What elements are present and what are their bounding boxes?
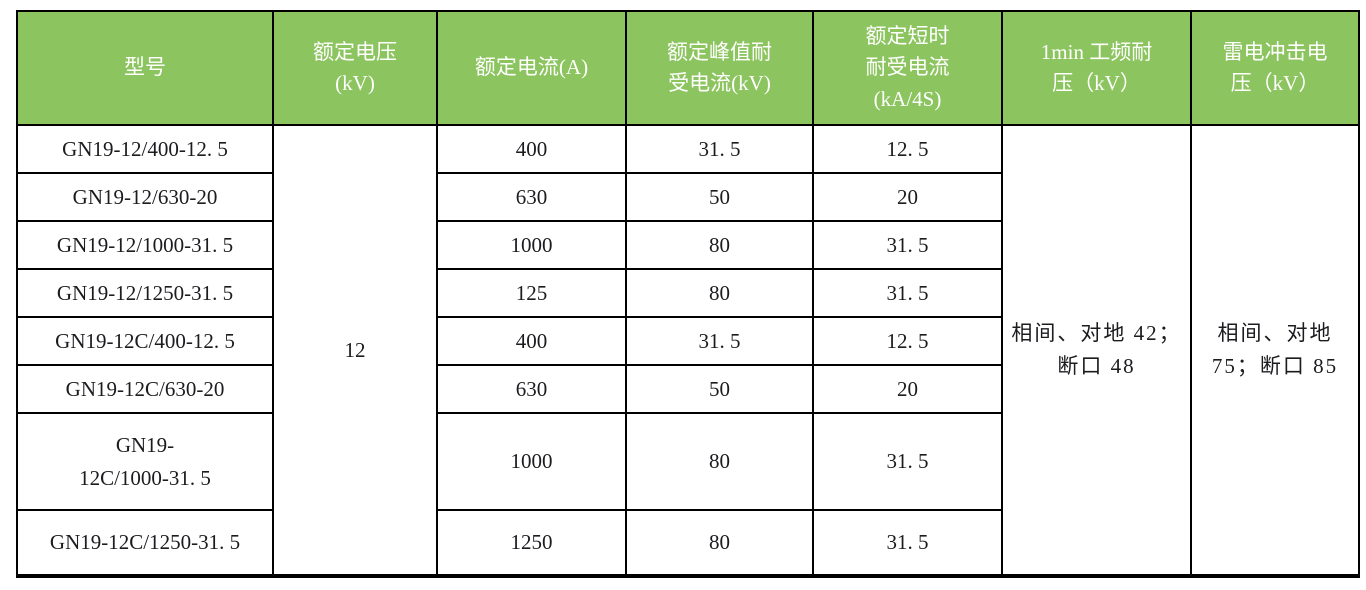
table-row: GN19-12/1250-31. 5 125 80 31. 5 (16, 268, 1359, 318)
header-rated-voltage: 额定电压 (kV) (272, 10, 438, 126)
model-cell: GN19- 12C/1000-31. 5 (16, 412, 274, 511)
model-cell: GN19-12/1000-31. 5 (16, 220, 274, 270)
current-cell: 630 (436, 364, 627, 414)
short-cell: 20 (812, 364, 1003, 414)
peak-cell: 50 (625, 172, 814, 222)
peak-cell: 50 (625, 364, 814, 414)
peak-cell: 80 (625, 220, 814, 270)
peak-cell: 80 (625, 412, 814, 511)
table-row: GN19-12/400-12. 5 12 400 31. 5 12. 5 相间、… (16, 124, 1360, 577)
power-freq-merged-cell: 相间、对地 42；断口 48 (1001, 124, 1192, 577)
header-peak-withstand: 额定峰值耐 受电流(kV) (625, 10, 814, 126)
current-cell: 400 (436, 124, 627, 174)
header-power-freq: 1min 工频耐 压（kV） (1001, 10, 1192, 126)
table-row: GN19-12C/1250-31. 5 1250 80 31. 5 (16, 509, 1359, 577)
header-short-time: 额定短时 耐受电流 (kA/4S) (812, 10, 1003, 126)
rated-voltage-merged-cell: 12 (272, 124, 438, 577)
document-body: 型号 额定电压 (kV) 额定电流(A) 额定峰值耐 受电流(kV) 额定短时 … (16, 10, 1360, 578)
model-cell: GN19-12C/630-20 (16, 364, 274, 414)
current-cell: 400 (436, 316, 627, 366)
spec-table: 型号 额定电压 (kV) 额定电流(A) 额定峰值耐 受电流(kV) 额定短时 … (16, 10, 1360, 578)
current-cell: 1250 (436, 509, 627, 577)
short-cell: 20 (812, 172, 1003, 222)
current-cell: 1000 (436, 412, 627, 511)
model-cell: GN19-12/630-20 (16, 172, 274, 222)
header-model: 型号 (16, 10, 274, 126)
header-rated-current: 额定电流(A) (436, 10, 627, 126)
table-row: GN19-12C/630-20 630 50 20 (16, 364, 1359, 414)
model-cell: GN19-12/1250-31. 5 (16, 268, 274, 318)
table-row: GN19- 12C/1000-31. 5 1000 80 31. 5 (16, 412, 1359, 511)
model-cell: GN19-12C/400-12. 5 (16, 316, 274, 366)
short-cell: 12. 5 (812, 124, 1003, 174)
short-cell: 12. 5 (812, 316, 1003, 366)
current-cell: 125 (436, 268, 627, 318)
current-cell: 630 (436, 172, 627, 222)
peak-cell: 31. 5 (625, 316, 814, 366)
short-cell: 31. 5 (812, 268, 1003, 318)
table-row: GN19-12C/400-12. 5 400 31. 5 12. 5 (16, 316, 1359, 366)
header-lightning: 雷电冲击电 压（kV） (1190, 10, 1360, 126)
peak-cell: 80 (625, 268, 814, 318)
model-cell: GN19-12/400-12. 5 (16, 124, 274, 174)
model-cell: GN19-12C/1250-31. 5 (16, 509, 274, 577)
short-cell: 31. 5 (812, 220, 1003, 270)
short-cell: 31. 5 (812, 509, 1003, 577)
table-row: GN19-12/630-20 630 50 20 (16, 172, 1359, 222)
short-cell: 31. 5 (812, 412, 1003, 511)
table-row: GN19-12/1000-31. 5 1000 80 31. 5 (16, 220, 1359, 270)
current-cell: 1000 (436, 220, 627, 270)
peak-cell: 80 (625, 509, 814, 577)
lightning-merged-cell: 相间、对地 75；断口 85 (1190, 124, 1360, 577)
header-row: 型号 额定电压 (kV) 额定电流(A) 额定峰值耐 受电流(kV) 额定短时 … (16, 10, 1360, 126)
peak-cell: 31. 5 (625, 124, 814, 174)
